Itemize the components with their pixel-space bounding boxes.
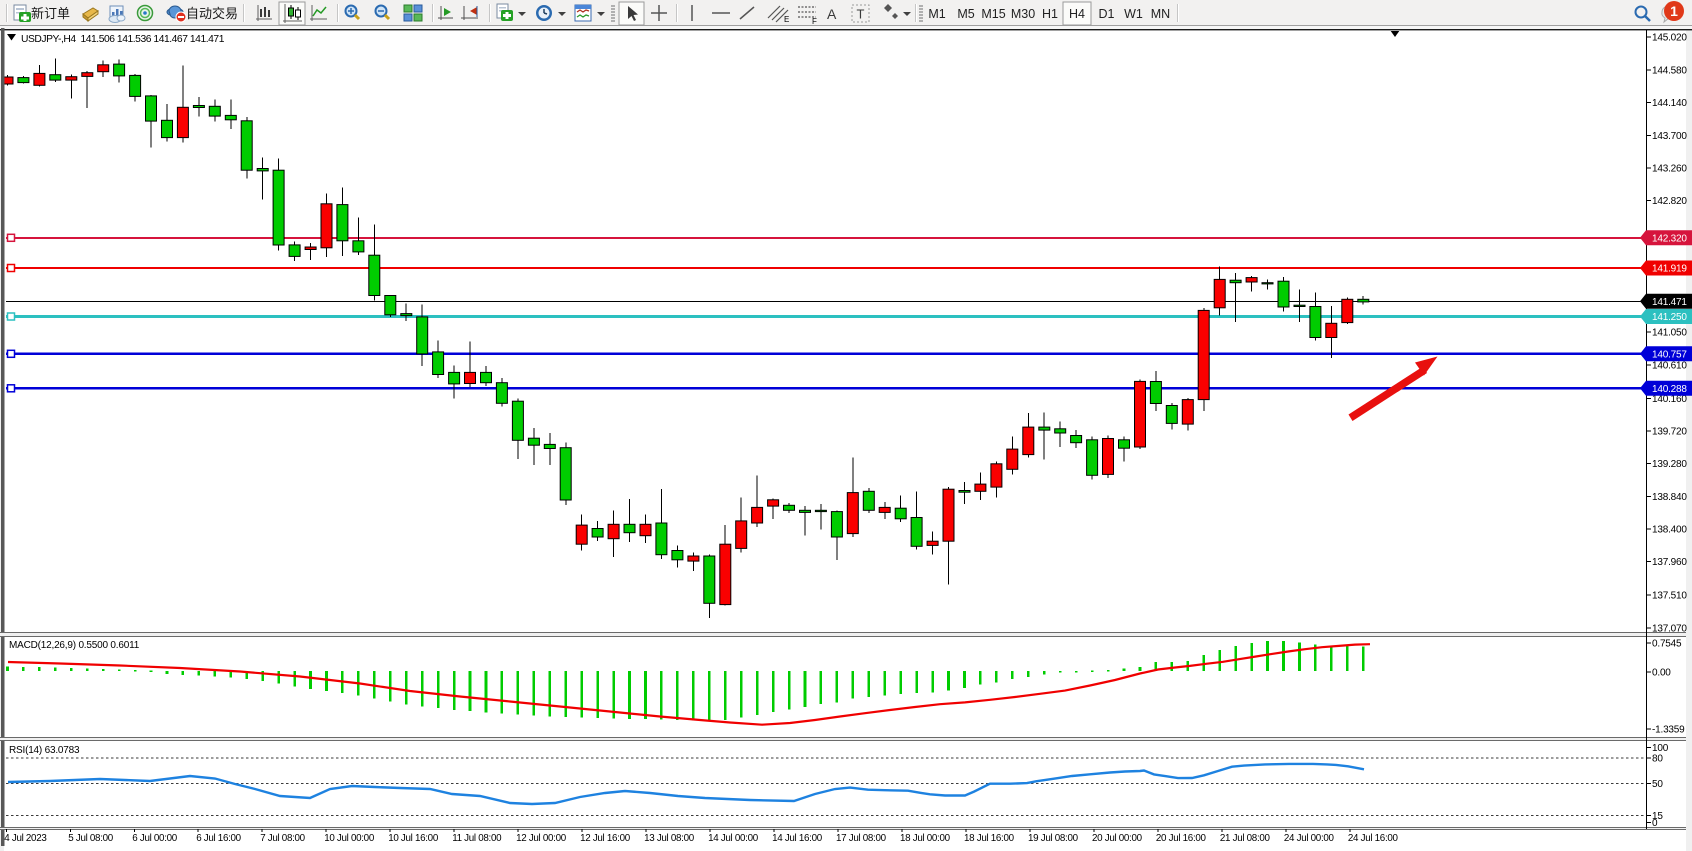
svg-text:F: F bbox=[812, 17, 817, 26]
svg-text:0.7545: 0.7545 bbox=[1652, 639, 1682, 650]
svg-text:137.960: 137.960 bbox=[1652, 557, 1687, 568]
svg-text:自动交易: 自动交易 bbox=[186, 6, 238, 21]
svg-text:143.700: 143.700 bbox=[1652, 131, 1687, 142]
svg-text:MN: MN bbox=[1151, 7, 1170, 21]
svg-text:138.400: 138.400 bbox=[1652, 525, 1687, 536]
svg-text:139.280: 139.280 bbox=[1652, 459, 1687, 470]
svg-text:141.250: 141.250 bbox=[1652, 312, 1687, 323]
svg-text:141.919: 141.919 bbox=[1652, 264, 1687, 275]
svg-text:19 Jul 08:00: 19 Jul 08:00 bbox=[1028, 833, 1079, 844]
svg-text:140.757: 140.757 bbox=[1652, 349, 1687, 360]
svg-text:141.471: 141.471 bbox=[1652, 297, 1687, 308]
svg-text:21 Jul 08:00: 21 Jul 08:00 bbox=[1220, 833, 1271, 844]
svg-text:6 Jul 00:00: 6 Jul 00:00 bbox=[132, 833, 177, 844]
svg-text:140.160: 140.160 bbox=[1652, 394, 1687, 405]
svg-text:D1: D1 bbox=[1099, 7, 1115, 21]
svg-text:新订单: 新订单 bbox=[31, 6, 70, 21]
svg-text:145.020: 145.020 bbox=[1652, 33, 1687, 44]
svg-text:100: 100 bbox=[1652, 743, 1669, 754]
svg-text:14 Jul 16:00: 14 Jul 16:00 bbox=[772, 833, 823, 844]
svg-text:24 Jul 00:00: 24 Jul 00:00 bbox=[1284, 833, 1335, 844]
svg-text:20 Jul 00:00: 20 Jul 00:00 bbox=[1092, 833, 1143, 844]
svg-text:H4: H4 bbox=[1069, 7, 1085, 21]
svg-text:RSI(14) 63.0783: RSI(14) 63.0783 bbox=[9, 745, 80, 756]
svg-text:5 Jul 08:00: 5 Jul 08:00 bbox=[68, 833, 113, 844]
svg-text:W1: W1 bbox=[1124, 7, 1143, 21]
svg-text:M30: M30 bbox=[1011, 7, 1035, 21]
svg-text:6 Jul 16:00: 6 Jul 16:00 bbox=[196, 833, 241, 844]
svg-text:0.00: 0.00 bbox=[1652, 668, 1671, 679]
svg-text:18 Jul 00:00: 18 Jul 00:00 bbox=[900, 833, 951, 844]
svg-text:140.288: 140.288 bbox=[1652, 384, 1687, 395]
svg-text:M15: M15 bbox=[981, 7, 1005, 21]
svg-text:141.050: 141.050 bbox=[1652, 328, 1687, 339]
svg-text:12 Jul 00:00: 12 Jul 00:00 bbox=[516, 833, 567, 844]
svg-text:143.260: 143.260 bbox=[1652, 164, 1687, 175]
svg-text:15: 15 bbox=[1652, 811, 1663, 822]
svg-text:80: 80 bbox=[1652, 754, 1663, 765]
svg-text:10 Jul 16:00: 10 Jul 16:00 bbox=[388, 833, 439, 844]
svg-text:50: 50 bbox=[1652, 779, 1663, 790]
svg-text:E: E bbox=[784, 15, 789, 24]
svg-text:M5: M5 bbox=[957, 7, 974, 21]
svg-text:14 Jul 00:00: 14 Jul 00:00 bbox=[708, 833, 759, 844]
svg-text:-1.3359: -1.3359 bbox=[1652, 725, 1685, 736]
svg-text:M1: M1 bbox=[928, 7, 945, 21]
svg-text:18 Jul 16:00: 18 Jul 16:00 bbox=[964, 833, 1015, 844]
svg-text:24 Jul 16:00: 24 Jul 16:00 bbox=[1348, 833, 1399, 844]
svg-text:A: A bbox=[827, 6, 837, 22]
svg-text:MACD(12,26,9) 0.5500 0.6011: MACD(12,26,9) 0.5500 0.6011 bbox=[9, 640, 140, 651]
svg-text:4 Jul 2023: 4 Jul 2023 bbox=[4, 833, 47, 844]
svg-text:138.840: 138.840 bbox=[1652, 492, 1687, 503]
svg-text:13 Jul 08:00: 13 Jul 08:00 bbox=[644, 833, 695, 844]
svg-text:139.720: 139.720 bbox=[1652, 427, 1687, 438]
svg-text:144.140: 144.140 bbox=[1652, 98, 1687, 109]
svg-text:USDJPY-,H4 141.506 141.536 14: USDJPY-,H4 141.506 141.536 141.467 141.4… bbox=[21, 34, 225, 45]
svg-text:10 Jul 00:00: 10 Jul 00:00 bbox=[324, 833, 375, 844]
svg-text:142.320: 142.320 bbox=[1652, 233, 1687, 244]
svg-text:T: T bbox=[857, 7, 865, 22]
svg-text:137.510: 137.510 bbox=[1652, 591, 1687, 602]
svg-text:144.580: 144.580 bbox=[1652, 65, 1687, 76]
svg-text:140.610: 140.610 bbox=[1652, 360, 1687, 371]
svg-text:0: 0 bbox=[1652, 818, 1658, 829]
svg-text:7 Jul 08:00: 7 Jul 08:00 bbox=[260, 833, 305, 844]
svg-text:11 Jul 08:00: 11 Jul 08:00 bbox=[452, 833, 502, 844]
svg-text:17 Jul 08:00: 17 Jul 08:00 bbox=[836, 833, 887, 844]
svg-text:12 Jul 16:00: 12 Jul 16:00 bbox=[580, 833, 631, 844]
svg-text:H1: H1 bbox=[1042, 7, 1058, 21]
svg-text:137.070: 137.070 bbox=[1652, 623, 1687, 634]
svg-text:142.820: 142.820 bbox=[1652, 196, 1687, 207]
svg-text:1: 1 bbox=[1670, 3, 1678, 19]
svg-text:20 Jul 16:00: 20 Jul 16:00 bbox=[1156, 833, 1207, 844]
